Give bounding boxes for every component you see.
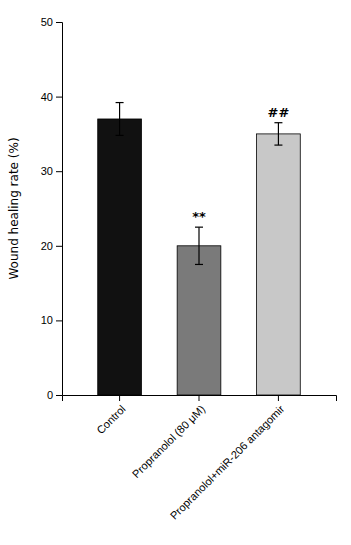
x-axis: ControlPropranolol (80 μM)Propranolol+mi… [63,395,337,522]
error-bar [195,227,203,264]
x-tick: Propranolol (80 μM) [130,395,207,480]
chart: 0 10 20 30 40 50 ControlPropranolol (80 μM)Pro… [0,0,351,545]
error-bar-cap [195,227,203,228]
x-tick-mark [119,395,120,401]
error-bar-cap [195,264,203,265]
y-tick-label: 20 [41,240,53,252]
error-bar-stem [278,123,279,145]
y-axis-title: Wound healing rate (%) [7,137,21,279]
y-tick-mark [56,22,62,23]
y-tick: 20 [41,240,62,252]
y-tick-mark [56,97,62,98]
x-tick-mark [278,395,279,401]
error-bar-stem [198,227,199,264]
y-tick: 10 [41,314,62,326]
y-tick: 30 [41,165,62,177]
annotation: ** [192,209,206,224]
plot: 0 10 20 30 40 50 ControlPropranolol (80 μM)Pro… [7,16,337,522]
error-bar-cap [116,135,124,136]
x-tick-label: Propranolol+miR-206 antagomir [168,402,287,521]
y-tick-label: 10 [41,314,53,326]
y-tick-label: 30 [41,165,53,177]
bar [98,119,142,395]
x-tick: Control [94,395,128,436]
x-tick-label: Propranolol (80 μM) [130,403,207,480]
x-tick-mark [199,395,200,401]
error-bar-cap [274,144,282,145]
y-tick-mark [56,246,62,247]
error-bar [274,123,282,145]
y-tick-label: 50 [41,16,53,28]
x-tick: Propranolol+miR-206 antagomir [168,395,287,522]
y-tick-mark [56,395,62,396]
y-axis: 0 10 20 30 40 50 [41,16,63,401]
error-bar-cap [274,122,282,123]
y-tick-label: 0 [47,389,53,401]
y-axis-line [56,23,63,396]
x-tick-label: Control [94,403,128,437]
y-tick: 50 [41,16,62,28]
bars [98,103,301,395]
error-bar-cap [116,102,124,103]
y-tick-mark [56,171,62,172]
error-bar [116,103,124,136]
bar [257,134,301,395]
y-tick-mark [56,320,62,321]
y-tick: 0 [47,389,62,401]
x-axis-line [63,396,337,402]
y-tick-label: 40 [41,91,53,103]
y-tick: 40 [41,91,62,103]
annotation: ## [268,105,290,120]
bar [177,246,221,395]
error-bar-stem [119,103,120,136]
